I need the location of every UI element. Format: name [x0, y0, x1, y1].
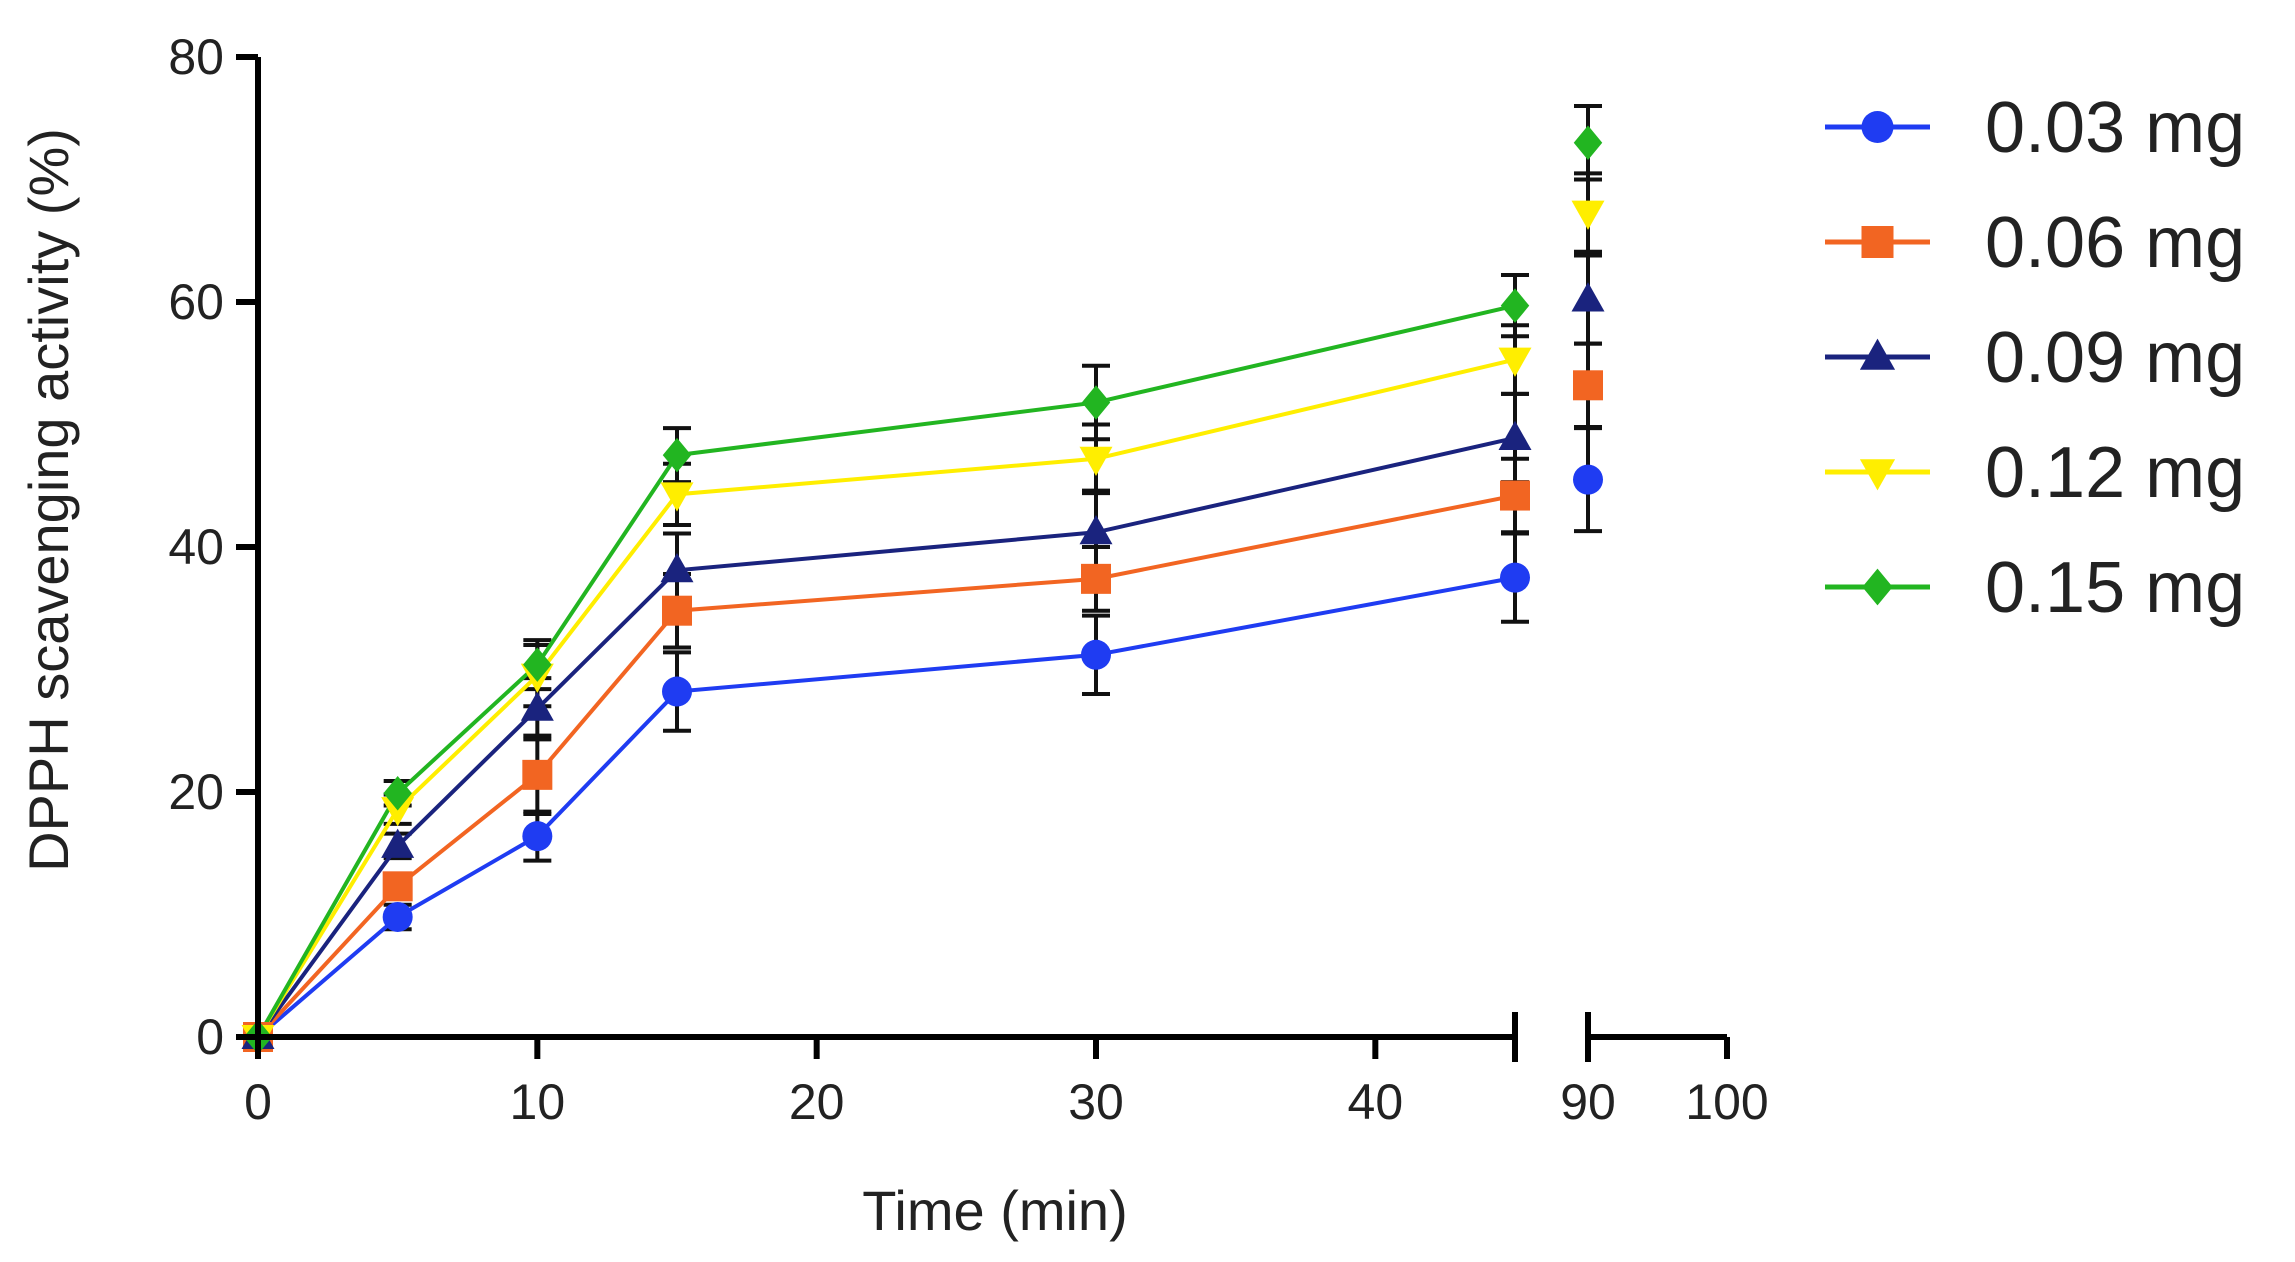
data-point-0-03-mg [382, 901, 413, 932]
legend-label-0-12-mg: 0.12 mg [1985, 433, 2245, 513]
x-tick-label: 0 [244, 1074, 272, 1130]
series-line-0-15-mg [256, 303, 1516, 1038]
x-tick-label: 90 [1560, 1074, 1616, 1130]
series-line-0-09-mg [256, 436, 1516, 1039]
x-tick-label: 30 [1068, 1074, 1124, 1130]
series-line-0-06-mg [256, 493, 1516, 1039]
legend-label-0-15-mg: 0.15 mg [1985, 548, 2245, 628]
data-point-0-03-mg [662, 676, 692, 707]
data-point-0-06-mg [1081, 563, 1111, 594]
data-point-0-06-mg [522, 759, 553, 790]
x-ticks: 0 10 20 30 40 90 100 [244, 1037, 1769, 1130]
legend-marker-0-15-mg [1862, 568, 1893, 606]
y-tick-label: 80 [168, 29, 224, 85]
axes-layer [255, 57, 1727, 1062]
data-point-0-09-mg [381, 828, 415, 858]
data-point-0-06-mg [1573, 370, 1603, 401]
data-point-0-06-mg [1500, 480, 1530, 511]
data-point-0-15-mg [383, 775, 412, 811]
data-point-0-09-mg [1498, 420, 1532, 450]
data-point-0-09-mg [520, 691, 554, 721]
data-point-0-09-mg [660, 553, 694, 583]
series-line-0-12-mg [256, 357, 1516, 1039]
y-tick-label: 60 [168, 274, 224, 330]
x-tick-label: 100 [1685, 1074, 1768, 1130]
y-tick-label: 20 [168, 764, 224, 820]
legend: 0.03 mg 0.06 mg 0.09 mg 0.12 mg 0.15 mg [1825, 88, 2245, 628]
data-point-0-12-mg [1498, 347, 1532, 377]
legend-marker-0-12-mg [1859, 459, 1896, 491]
series-line-0-03-mg [256, 575, 1516, 1039]
y-tick-label: 0 [196, 1009, 224, 1065]
data-point-0-12-mg [381, 797, 415, 827]
legend-label-0-06-mg: 0.06 mg [1985, 203, 2245, 283]
data-point-0-09-mg [1571, 282, 1605, 312]
data-point-0-06-mg [662, 595, 692, 626]
data-point-0-15-mg [1081, 385, 1111, 420]
data-point-0-12-mg [1079, 446, 1113, 477]
data-point-0-15-mg [1573, 125, 1603, 160]
data-point-0-12-mg [1571, 200, 1605, 230]
data-point-0-15-mg [1500, 288, 1530, 323]
legend-marker-0-06-mg [1861, 226, 1894, 258]
y-ticks: 0 20 40 60 80 [168, 29, 258, 1065]
legend-label-0-09-mg: 0.09 mg [1985, 318, 2245, 398]
y-tick-label: 40 [168, 519, 224, 575]
data-point-0-15-mg [662, 437, 692, 473]
x-tick-label: 40 [1348, 1074, 1404, 1130]
data-point-0-06-mg [382, 871, 413, 902]
legend-marker-0-09-mg [1859, 338, 1896, 370]
x-tick-label: 10 [510, 1074, 566, 1130]
legend-marker-0-03-mg [1861, 111, 1894, 143]
data-point-0-03-mg [1500, 562, 1530, 593]
x-axis-title: Time (min) [862, 1179, 1127, 1242]
series-markers-layer [241, 125, 1605, 1055]
data-point-0-12-mg [660, 482, 694, 512]
series-lines-layer [256, 303, 1516, 1039]
y-axis-title: DPPH scavenging activity (%) [17, 128, 80, 872]
data-point-0-15-mg [523, 647, 552, 682]
data-point-0-03-mg [522, 821, 553, 852]
data-point-0-03-mg [1573, 464, 1603, 495]
legend-label-0-03-mg: 0.03 mg [1985, 88, 2245, 168]
data-point-0-03-mg [1081, 639, 1111, 670]
x-tick-label: 20 [789, 1074, 845, 1130]
data-point-0-09-mg [1079, 515, 1113, 545]
